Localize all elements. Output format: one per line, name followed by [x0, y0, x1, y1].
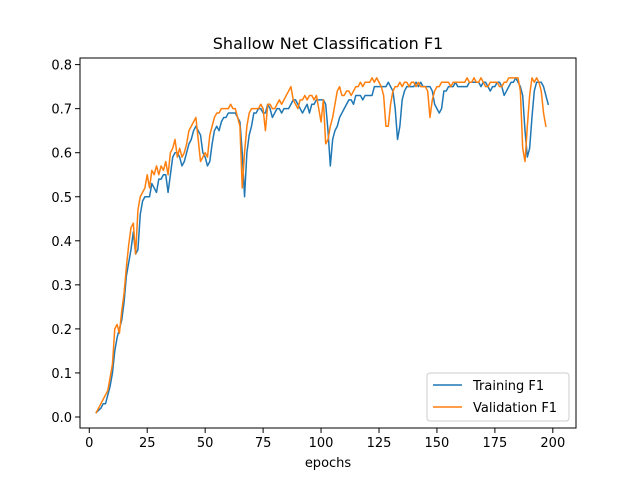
legend-label: Training F1 [472, 379, 544, 394]
plot-frame [79, 57, 577, 429]
x-tick-label: 50 [197, 436, 214, 451]
x-tick-label: 125 [367, 436, 392, 451]
y-axis: 0.0 0.1 0.2 0.3 0.4 0.5 0.6 0.7 0.8 [51, 59, 80, 426]
x-tick-label: 0 [85, 436, 93, 451]
series-layer [95, 77, 550, 414]
x-tick-label: 200 [540, 436, 565, 451]
x-axis-label: epochs [305, 456, 352, 471]
y-tick-label: 0.6 [51, 147, 72, 162]
y-tick-label: 0.1 [51, 367, 72, 382]
x-tick-label: 25 [139, 436, 156, 451]
legend-label: Validation F1 [473, 401, 557, 416]
legend-box [426, 372, 570, 422]
y-tick-label: 0.7 [51, 103, 72, 118]
x-tick-label: 150 [425, 436, 450, 451]
y-tick-label: 0.8 [51, 59, 72, 74]
series-line-validation-f1 [95, 77, 547, 414]
y-tick-label: 0.3 [51, 279, 72, 294]
x-tick-label: 100 [309, 436, 334, 451]
y-tick-label: 0.2 [51, 323, 72, 338]
y-tick-label: 0.5 [51, 191, 72, 206]
x-tick-label: 175 [482, 436, 507, 451]
y-tick-label: 0.4 [51, 235, 72, 250]
y-tick-label: 0.0 [51, 411, 72, 426]
chart-title: Shallow Net Classification F1 [213, 34, 443, 53]
x-axis: 0 25 50 75 100 125 150 175 200 [85, 428, 565, 451]
x-tick-label: 75 [255, 436, 272, 451]
legend: Training F1 Validation F1 [426, 372, 570, 422]
